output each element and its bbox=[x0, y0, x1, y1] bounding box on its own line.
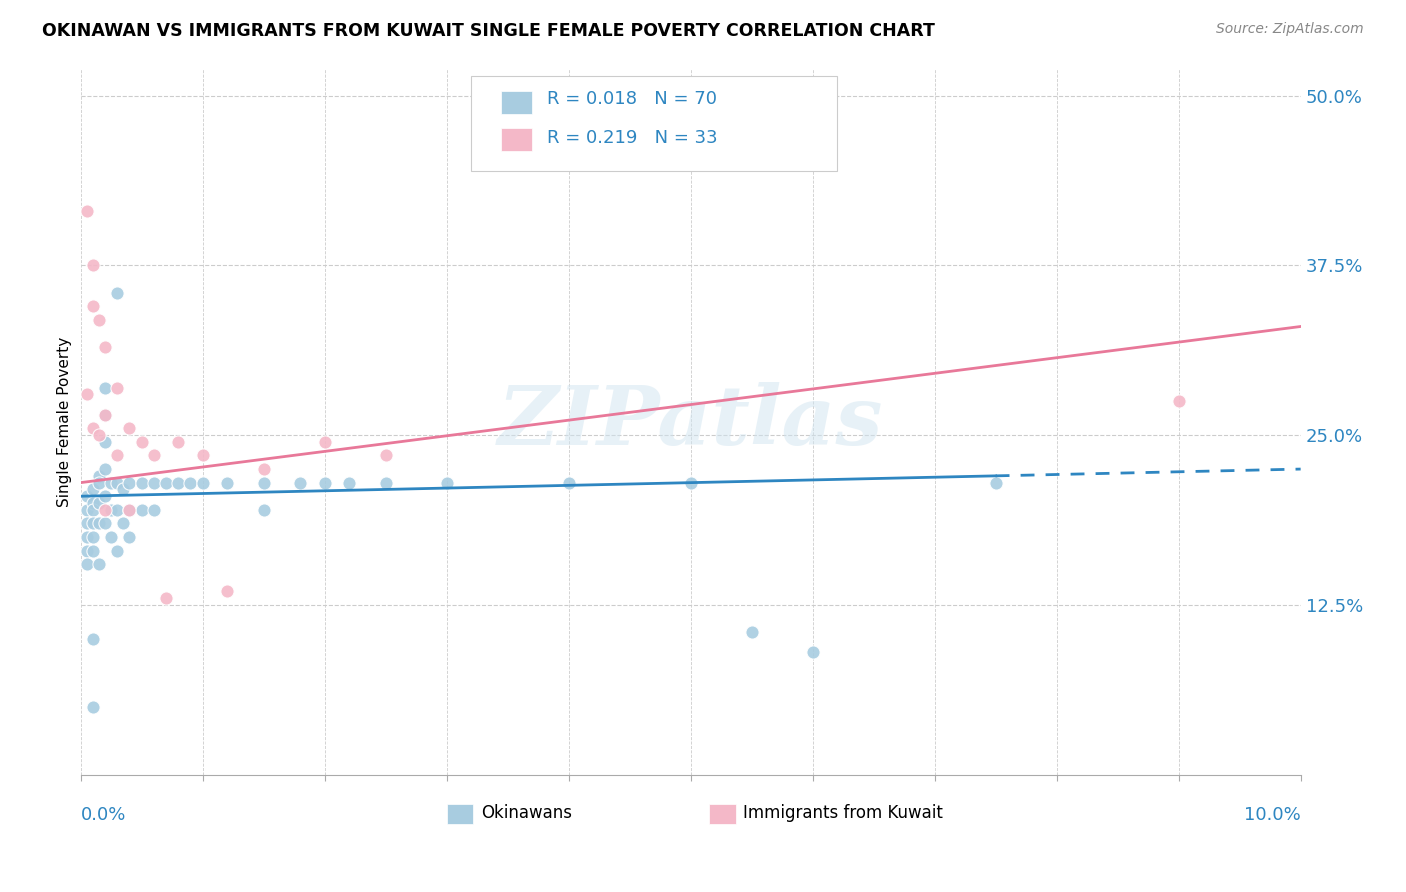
Point bbox=[100, 503, 122, 517]
Point bbox=[82, 496, 104, 510]
Point bbox=[118, 530, 141, 544]
Point bbox=[142, 449, 165, 463]
Text: 10.0%: 10.0% bbox=[1244, 806, 1301, 824]
Point bbox=[87, 516, 110, 531]
Point bbox=[142, 475, 165, 490]
Point bbox=[76, 387, 98, 401]
Point bbox=[82, 421, 104, 435]
Point bbox=[87, 496, 110, 510]
Point bbox=[82, 299, 104, 313]
Point bbox=[436, 475, 458, 490]
Point bbox=[94, 462, 117, 476]
Point bbox=[167, 434, 190, 449]
Point bbox=[118, 503, 141, 517]
Point bbox=[76, 204, 98, 219]
Text: Source: ZipAtlas.com: Source: ZipAtlas.com bbox=[1216, 22, 1364, 37]
Text: OKINAWAN VS IMMIGRANTS FROM KUWAIT SINGLE FEMALE POVERTY CORRELATION CHART: OKINAWAN VS IMMIGRANTS FROM KUWAIT SINGL… bbox=[42, 22, 935, 40]
FancyBboxPatch shape bbox=[502, 128, 531, 151]
Point bbox=[252, 462, 274, 476]
Point bbox=[87, 312, 110, 326]
Point bbox=[87, 557, 110, 571]
Point bbox=[82, 259, 104, 273]
Point bbox=[105, 449, 128, 463]
Point bbox=[131, 434, 153, 449]
FancyBboxPatch shape bbox=[502, 91, 531, 114]
Point bbox=[801, 645, 824, 659]
Point bbox=[82, 530, 104, 544]
Point bbox=[105, 503, 128, 517]
Text: 0.0%: 0.0% bbox=[80, 806, 127, 824]
Point bbox=[82, 632, 104, 646]
Point bbox=[76, 516, 98, 531]
Point bbox=[76, 489, 98, 503]
Point bbox=[76, 543, 98, 558]
Point bbox=[374, 449, 396, 463]
Point bbox=[252, 475, 274, 490]
Text: Immigrants from Kuwait: Immigrants from Kuwait bbox=[742, 805, 943, 822]
Text: R = 0.219   N = 33: R = 0.219 N = 33 bbox=[547, 128, 717, 146]
Point bbox=[105, 381, 128, 395]
Y-axis label: Single Female Poverty: Single Female Poverty bbox=[58, 336, 72, 507]
Point bbox=[118, 475, 141, 490]
Point bbox=[94, 408, 117, 422]
Point bbox=[94, 503, 117, 517]
Point bbox=[82, 483, 104, 497]
Point bbox=[100, 530, 122, 544]
Point bbox=[76, 503, 98, 517]
Point bbox=[252, 503, 274, 517]
Point bbox=[167, 475, 190, 490]
Point bbox=[142, 503, 165, 517]
Point bbox=[100, 475, 122, 490]
Point bbox=[288, 475, 311, 490]
Point bbox=[82, 699, 104, 714]
Point bbox=[94, 516, 117, 531]
Text: ZIPatlas: ZIPatlas bbox=[498, 382, 883, 461]
Point bbox=[82, 503, 104, 517]
Point bbox=[131, 503, 153, 517]
Point bbox=[215, 475, 238, 490]
Point bbox=[76, 530, 98, 544]
Point bbox=[131, 475, 153, 490]
FancyBboxPatch shape bbox=[709, 805, 735, 824]
Point bbox=[179, 475, 201, 490]
Point bbox=[87, 468, 110, 483]
Point bbox=[679, 475, 702, 490]
Point bbox=[314, 475, 336, 490]
Point bbox=[215, 584, 238, 599]
Point bbox=[94, 489, 117, 503]
Point bbox=[155, 475, 177, 490]
Point bbox=[557, 475, 579, 490]
FancyBboxPatch shape bbox=[471, 76, 837, 171]
Point bbox=[112, 516, 135, 531]
Point bbox=[76, 557, 98, 571]
Point bbox=[191, 475, 214, 490]
Point bbox=[82, 516, 104, 531]
Point bbox=[112, 483, 135, 497]
Point bbox=[87, 475, 110, 490]
Point bbox=[155, 591, 177, 605]
Point bbox=[374, 475, 396, 490]
Point bbox=[1167, 394, 1189, 409]
Point bbox=[105, 285, 128, 300]
Text: Okinawans: Okinawans bbox=[481, 805, 572, 822]
Point bbox=[105, 475, 128, 490]
Point bbox=[105, 543, 128, 558]
Point bbox=[94, 408, 117, 422]
Point bbox=[87, 428, 110, 442]
Point bbox=[82, 543, 104, 558]
Point bbox=[118, 503, 141, 517]
Point bbox=[118, 421, 141, 435]
Point bbox=[314, 434, 336, 449]
Point bbox=[94, 434, 117, 449]
Point bbox=[94, 381, 117, 395]
Point bbox=[984, 475, 1007, 490]
Point bbox=[94, 340, 117, 354]
Point bbox=[191, 449, 214, 463]
FancyBboxPatch shape bbox=[447, 805, 474, 824]
Text: R = 0.018   N = 70: R = 0.018 N = 70 bbox=[547, 90, 717, 109]
Point bbox=[337, 475, 360, 490]
Point bbox=[741, 625, 763, 640]
